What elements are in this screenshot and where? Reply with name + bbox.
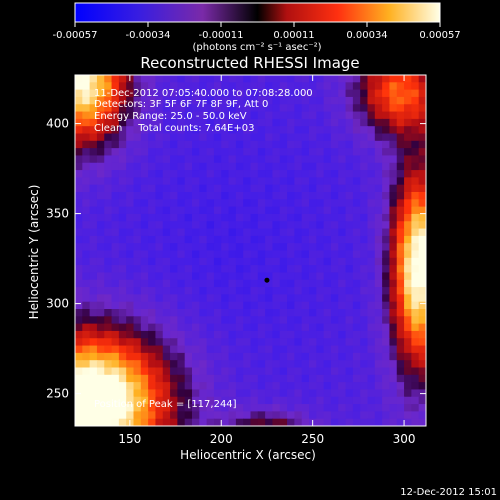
annotation-peak: Position of Peak = [117,244]: [94, 399, 237, 410]
colorbar-tick-labels: -0.00057 -0.00034 -0.00011 0.00011 0.00034 0.…: [53, 30, 461, 41]
heatmap-image: [75, 75, 426, 426]
colorbar-tick-label: 0.00011: [273, 30, 314, 41]
annotation-detectors: Detectors: 3F 5F 6F 7F 8F 9F, Att 0: [94, 99, 268, 110]
y-tick-label: 250: [46, 387, 69, 401]
annotation-time-range: 11-Dec-2012 07:05:40.000 to 07:08:28.000: [94, 88, 313, 99]
axis-ticks: 150 200 250 300 250 300 350 400: [46, 75, 426, 446]
colorbar-tick-label: -0.00034: [126, 30, 171, 41]
plot-frame: [74, 74, 427, 427]
y-tick-label: 350: [46, 207, 69, 221]
colorbar-ticks: [74, 22, 441, 27]
footer-date: 12-Dec-2012 15:01: [400, 487, 497, 498]
x-tick-label: 250: [301, 432, 324, 446]
y-tick-label: 400: [46, 117, 69, 131]
colorbar-tick-label: -0.00057: [53, 30, 98, 41]
annotation-energy: Energy Range: 25.0 - 50.0 keV: [94, 111, 247, 122]
y-tick-label: 300: [46, 297, 69, 311]
annotation-clean: Clean Total counts: 7.64E+03: [94, 123, 254, 134]
colorbar-tick-label: -0.00011: [199, 30, 244, 41]
colorbar-tick-label: 0.00057: [419, 30, 460, 41]
x-tick-label: 150: [118, 432, 141, 446]
colorbar: [74, 2, 441, 23]
x-tick-label: 300: [393, 432, 416, 446]
y-axis-label: Heliocentric Y (arcsec): [27, 185, 41, 320]
colorbar-unit-label: (photons cm⁻² s⁻¹ asec⁻²): [192, 42, 321, 53]
peak-marker: [264, 277, 270, 283]
chart-title: Reconstructed RHESSI Image: [140, 54, 359, 72]
x-tick-label: 200: [210, 432, 233, 446]
x-axis-label: Heliocentric X (arcsec): [180, 448, 316, 462]
colorbar-tick-label: 0.00034: [346, 30, 387, 41]
